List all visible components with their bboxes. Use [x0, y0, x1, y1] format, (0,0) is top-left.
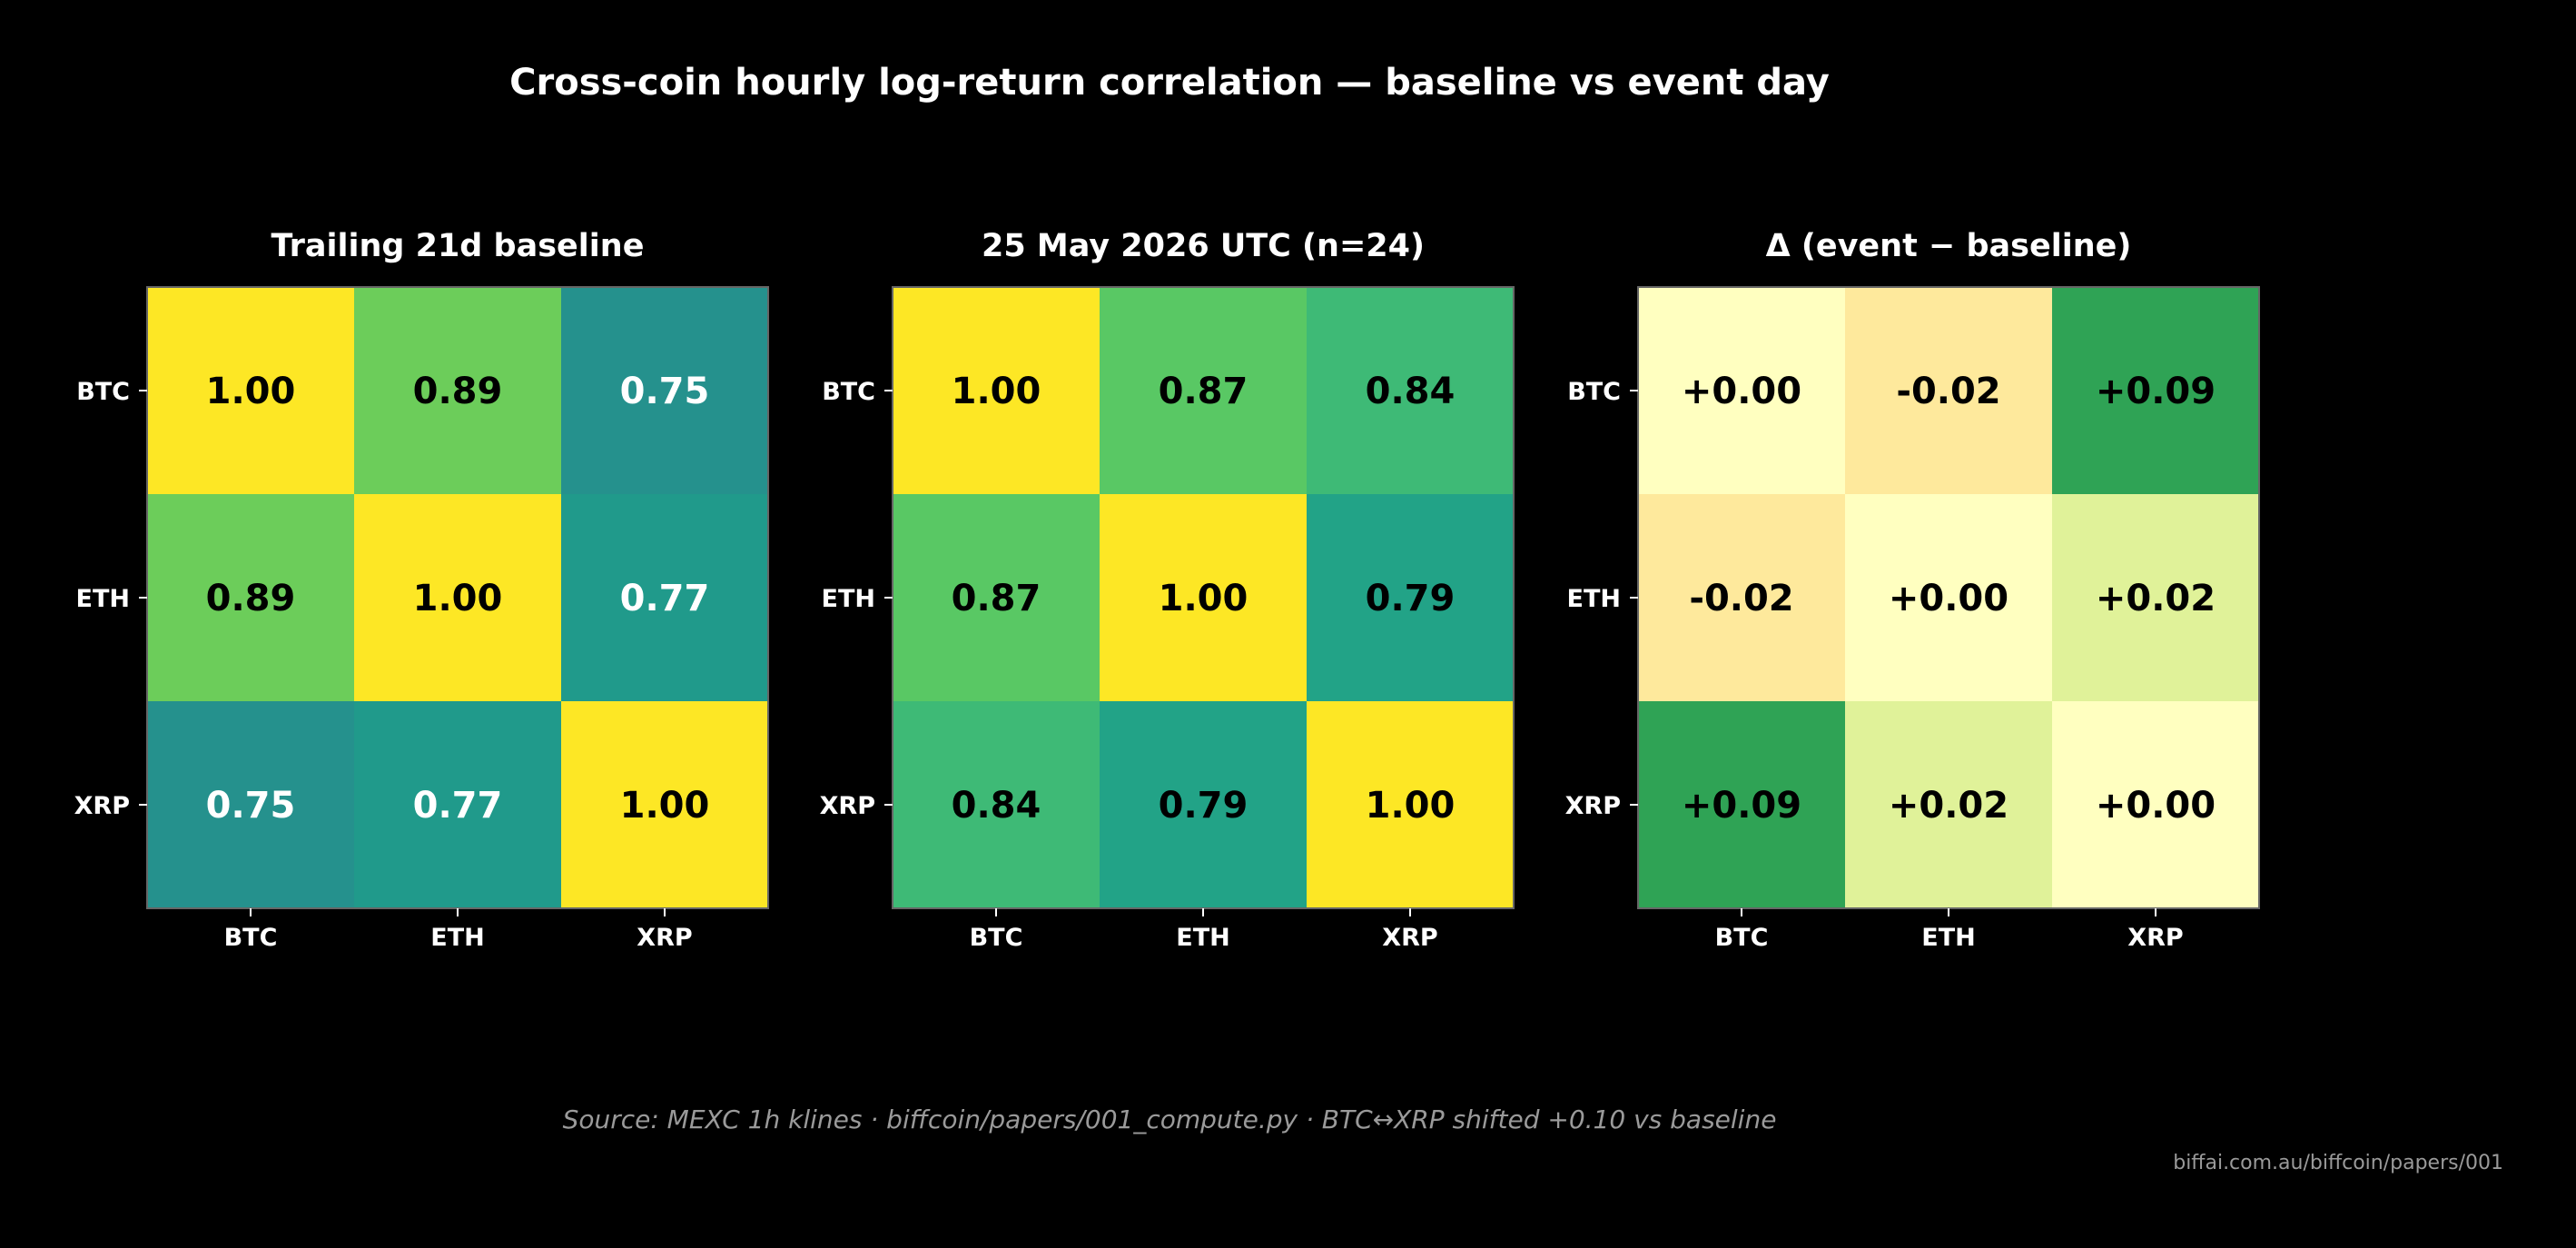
cell-value-label: 0.75 — [620, 371, 710, 412]
cell-value-label: -0.02 — [1689, 578, 1793, 619]
heatmap-cell — [561, 701, 768, 908]
cell-value-label: 1.00 — [952, 371, 1041, 412]
cell-value-label: 0.84 — [952, 785, 1041, 827]
heatmap-cell — [147, 494, 354, 701]
heatmap-cell — [2052, 287, 2259, 494]
cell-value-label: 0.87 — [952, 578, 1041, 619]
heatmap-cell — [354, 287, 561, 494]
heatmap-cell — [1845, 287, 2052, 494]
y-tick-label: XRP — [820, 792, 875, 820]
heatmap-cell — [1100, 701, 1307, 908]
heatmap-cell — [354, 701, 561, 908]
cell-value-label: +0.00 — [2096, 785, 2216, 827]
x-tick-label: XRP — [1382, 924, 1437, 952]
cell-value-label: 1.00 — [1366, 785, 1456, 827]
x-tick-label: ETH — [1176, 924, 1229, 952]
panel-title: Trailing 21d baseline — [271, 228, 645, 264]
cell-value-label: 1.00 — [620, 785, 710, 827]
heatmap-cell — [561, 287, 768, 494]
heatmap-cell — [2052, 494, 2259, 701]
cell-value-label: 1.00 — [413, 578, 503, 619]
x-tick-label: XRP — [2127, 924, 2183, 952]
y-tick-label: ETH — [76, 585, 130, 613]
heatmap-cell — [1638, 494, 1845, 701]
x-tick-label: BTC — [224, 924, 278, 952]
panel-title: Δ (event − baseline) — [1766, 228, 2132, 264]
cell-value-label: 1.00 — [1159, 578, 1249, 619]
heatmap-cell — [354, 494, 561, 701]
cell-value-label: 0.87 — [1159, 371, 1249, 412]
source-footnote: Source: MEXC 1h klines · biffcoin/papers… — [562, 1104, 1777, 1134]
heatmap-cell — [893, 701, 1100, 908]
y-tick-label: ETH — [1567, 585, 1621, 613]
cell-value-label: 0.79 — [1159, 785, 1249, 827]
cell-value-label: 0.75 — [206, 785, 296, 827]
heatmap-cell — [2052, 701, 2259, 908]
heatmap-cell — [1638, 287, 1845, 494]
cell-value-label: 0.77 — [620, 578, 710, 619]
cell-value-label: +0.00 — [1889, 578, 2008, 619]
cell-value-label: +0.02 — [1889, 785, 2008, 827]
heatmap-cell — [147, 287, 354, 494]
x-tick-label: BTC — [1715, 924, 1769, 952]
heatmap-cell — [1845, 701, 2052, 908]
y-tick-label: BTC — [1567, 378, 1621, 406]
heatmap-cell — [1307, 494, 1514, 701]
cell-value-label: 0.84 — [1366, 371, 1456, 412]
cell-value-label: 0.89 — [206, 578, 296, 619]
heatmap-cell — [1638, 701, 1845, 908]
y-tick-label: ETH — [822, 585, 875, 613]
heatmap-cell — [1100, 494, 1307, 701]
heatmap-cell — [1100, 287, 1307, 494]
heatmap-cell — [893, 287, 1100, 494]
cell-value-label: 0.77 — [413, 785, 503, 827]
cell-value-label: +0.09 — [1682, 785, 1801, 827]
y-tick-label: XRP — [74, 792, 130, 820]
cell-value-label: 0.89 — [413, 371, 503, 412]
cell-value-label: 0.79 — [1366, 578, 1456, 619]
heatmap-cell — [147, 701, 354, 908]
cell-value-label: 1.00 — [206, 371, 296, 412]
heatmap-cell — [1845, 494, 2052, 701]
heatmap-cell — [561, 494, 768, 701]
chart-main-title: Cross-coin hourly log-return correlation… — [509, 62, 1830, 104]
y-tick-label: BTC — [822, 378, 875, 406]
x-tick-label: ETH — [430, 924, 484, 952]
y-tick-label: BTC — [76, 378, 130, 406]
cell-value-label: +0.02 — [2096, 578, 2216, 619]
heatmap-cell — [1307, 287, 1514, 494]
heatmap-cell — [893, 494, 1100, 701]
y-tick-label: XRP — [1565, 792, 1621, 820]
x-tick-label: XRP — [637, 924, 692, 952]
heatmap-cell — [1307, 701, 1514, 908]
cell-value-label: +0.09 — [2096, 371, 2216, 412]
cell-value-label: -0.02 — [1896, 371, 2000, 412]
cell-value-label: +0.00 — [1682, 371, 1801, 412]
site-url: biffai.com.au/biffcoin/papers/001 — [2173, 1152, 2503, 1174]
x-tick-label: BTC — [970, 924, 1023, 952]
panel-title: 25 May 2026 UTC (n=24) — [982, 228, 1425, 264]
x-tick-label: ETH — [1921, 924, 1975, 952]
